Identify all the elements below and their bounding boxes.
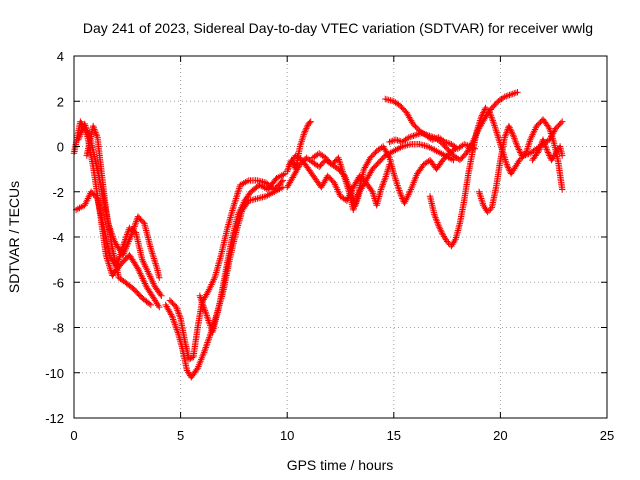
y-tick-label: -6 <box>52 275 64 290</box>
series-sat-track-14 <box>426 104 566 250</box>
series-sat-track-4 <box>83 122 154 309</box>
series-sat-track-12 <box>382 95 478 152</box>
x-tick-label: 10 <box>280 428 294 443</box>
data-series <box>70 89 566 381</box>
y-tick-label: 0 <box>57 140 64 155</box>
x-tick-label: 0 <box>70 428 77 443</box>
y-tick-label: 4 <box>57 49 64 64</box>
series-sat-track-16 <box>529 136 566 164</box>
x-axis-label: GPS time / hours <box>287 457 394 473</box>
series-markers <box>529 136 566 164</box>
series-sat-track-7 <box>196 170 289 336</box>
x-tick-label: 15 <box>387 428 401 443</box>
plot-frame <box>73 55 608 419</box>
series-markers <box>83 122 154 309</box>
x-tick-labels: 0 5 10 15 20 25 <box>70 428 614 443</box>
series-markers <box>196 170 289 336</box>
grid-lines <box>74 56 607 418</box>
axis-ticks <box>73 55 608 419</box>
y-tick-labels: -12 -10 -8 -6 -4 -2 0 2 4 <box>45 49 64 426</box>
y-axis-label: SDTVAR / TECUs <box>6 181 22 293</box>
series-sat-track-10 <box>286 152 393 209</box>
y-tick-label: -2 <box>52 185 64 200</box>
series-markers <box>309 143 459 214</box>
series-sat-track-11 <box>309 143 459 214</box>
y-tick-label: -4 <box>52 230 64 245</box>
x-tick-label: 25 <box>600 428 614 443</box>
x-tick-label: 20 <box>493 428 507 443</box>
series-sat-track-15 <box>475 116 566 216</box>
series-markers <box>70 118 163 311</box>
y-tick-label: -10 <box>45 366 64 381</box>
y-tick-label: 2 <box>57 94 64 109</box>
series-markers <box>286 152 393 209</box>
series-markers <box>426 104 566 250</box>
series-sat-track-1 <box>70 118 163 311</box>
series-markers <box>382 95 478 152</box>
x-tick-label: 5 <box>177 428 184 443</box>
series-markers <box>166 177 287 363</box>
y-tick-label: -8 <box>52 321 64 336</box>
y-tick-label: -12 <box>45 411 64 426</box>
series-markers <box>475 116 566 216</box>
chart-title: Day 241 of 2023, Sidereal Day-to-day VTE… <box>83 20 593 36</box>
series-sat-track-6 <box>166 177 287 363</box>
